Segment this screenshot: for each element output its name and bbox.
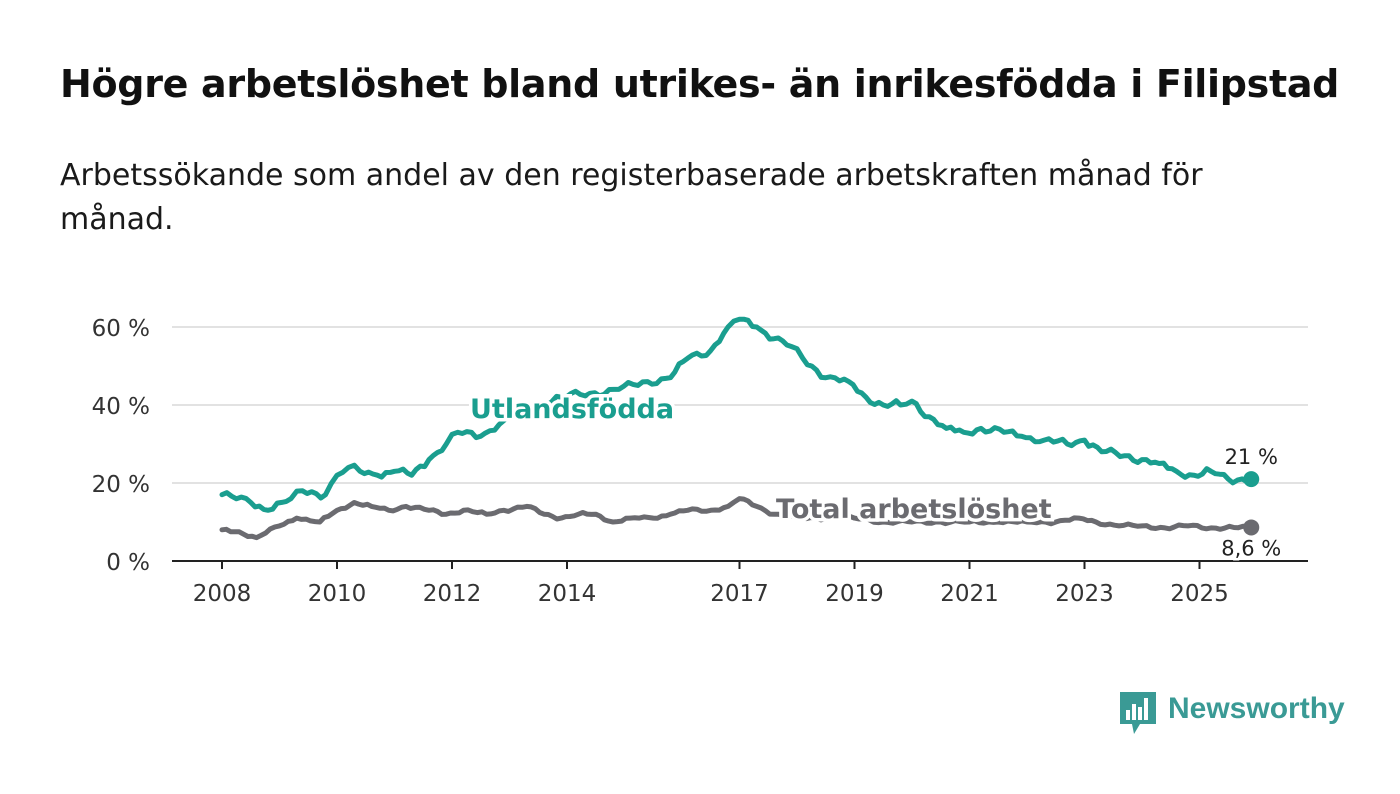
- x-tick-label: 2023: [1055, 581, 1114, 607]
- x-tick-label: 2012: [423, 581, 482, 607]
- series-endpoint-total: [1243, 519, 1260, 536]
- x-tick-label: 2019: [825, 581, 884, 607]
- series-label-total: Total arbetslöshet: [776, 494, 1052, 525]
- x-tick-label: 2014: [538, 581, 597, 607]
- x-tick-label: 2008: [193, 581, 252, 607]
- newsworthy-logo-icon: [1120, 692, 1156, 734]
- series-label-utlandsfodda: Utlandsfödda: [470, 394, 674, 425]
- x-tick-label: 2010: [308, 581, 367, 607]
- data-label-end: 21 %: [1225, 445, 1278, 469]
- data-label-end: 8,6 %: [1221, 536, 1281, 560]
- line-chart: 0 % 20 % 40 % 60 % 2008 2010 2012 2014 2017 2019 2…: [92, 316, 1308, 607]
- y-tick-label: 0 %: [106, 550, 150, 576]
- y-tick-label: 20 %: [92, 472, 150, 498]
- x-tick-label: 2021: [940, 581, 999, 607]
- y-tick-label: 60 %: [92, 316, 150, 342]
- chart-subtitle: Arbetssökande som andel av den registerb…: [60, 158, 1203, 237]
- series-endpoint-utlandsfodda: [1243, 471, 1260, 488]
- x-tick-label: 2025: [1170, 581, 1229, 607]
- newsworthy-logo: Newsworthy: [1118, 690, 1358, 738]
- chart-title: Högre arbetslöshet bland utrikes- än inr…: [60, 62, 1340, 106]
- y-tick-label: 40 %: [92, 394, 150, 420]
- series-line-total: [219, 496, 1254, 541]
- series-line-utlandsfodda: [219, 316, 1254, 513]
- newsworthy-logo-text: Newsworthy: [1168, 692, 1345, 725]
- x-tick-label: 2017: [710, 581, 769, 607]
